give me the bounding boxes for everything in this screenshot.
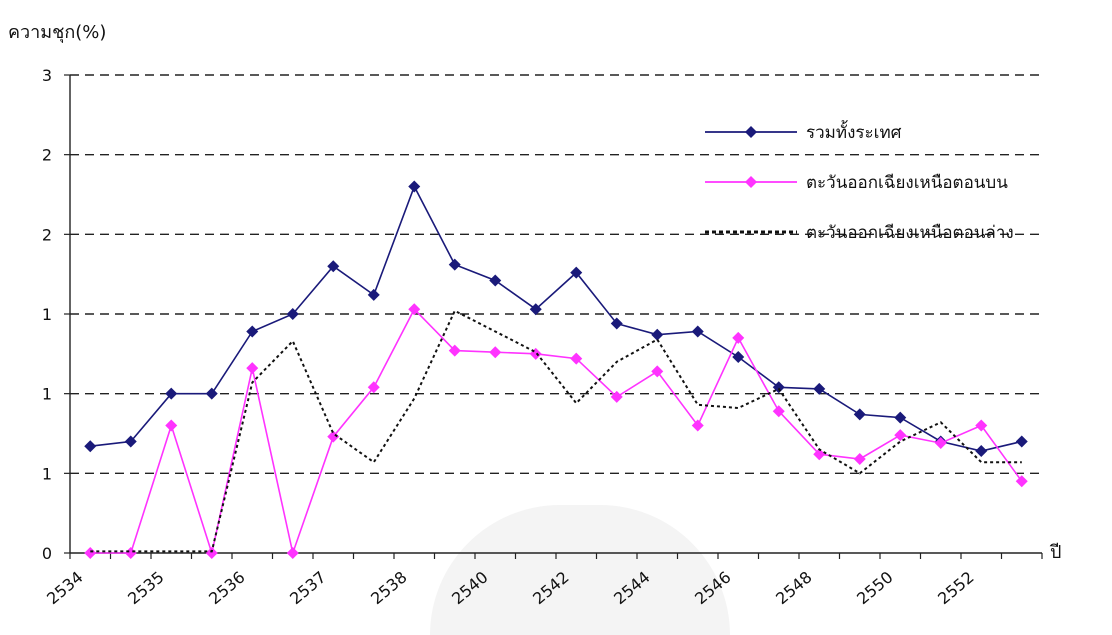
legend-label: ตะวันออกเฉียงเหนือตอนบน [806,173,1008,193]
y-tick-label: 2 [42,225,52,244]
data-point [975,419,988,432]
x-tick-label: 2546 [691,568,734,609]
grid-lines [64,74,1042,554]
data-point [975,445,988,458]
data-point [691,419,704,432]
data-point [205,547,218,559]
data-point [732,331,745,344]
series-line [90,184,1022,452]
legend-label: รวมทั้งระเทศ [806,120,902,143]
y-tick-label: 1 [42,305,52,324]
y-tick-label: 1 [42,385,52,404]
y-tick-label: 3 [42,66,52,85]
data-point [651,365,664,378]
data-point [489,346,502,359]
data-point [327,260,340,273]
y-tick-label: 0 [42,544,52,563]
series-group [84,180,1028,559]
x-tick-labels: 2534 2535 2536 2537 2538 2540 2542 2544 2546 2548… [43,568,977,609]
legend-marker [745,126,757,138]
y-tick-label: 2 [42,146,52,165]
data-point [853,452,866,465]
legend: รวมทั้งระเทศตะวันออกเฉียงเหนือตอนบนตะวัน… [705,120,1014,243]
data-point [570,352,583,365]
data-point [84,440,97,453]
data-point [894,411,907,424]
data-point [124,435,137,448]
x-tick-label: 2540 [448,568,491,609]
y-axis-label: ความชุก(%) [8,22,106,43]
data-point [570,266,583,279]
data-point [894,429,907,442]
data-point [448,258,461,271]
data-point [246,362,259,375]
data-point [367,381,380,394]
x-tick-label: 2548 [772,568,815,609]
x-tick-label: 2550 [853,568,896,609]
data-point [691,325,704,338]
x-axis-label: ปี [1050,542,1062,563]
x-tick-label: 2552 [934,568,977,609]
data-point [651,328,664,341]
data-point [772,405,785,418]
data-point [529,347,542,360]
data-point [732,351,745,364]
y-tick-labels: 0 1 1 1 2 2 3 [42,66,52,563]
data-point [448,344,461,357]
data-point [813,382,826,395]
data-point [165,387,178,400]
legend-label: ตะวันออกเฉียงเหนือตอนล่าง [806,223,1014,243]
data-point [408,303,421,316]
series-line [90,307,1023,557]
legend-marker [745,176,757,188]
axes [69,75,1043,559]
data-point [205,387,218,400]
data-point [124,547,137,559]
data-point [1015,435,1028,448]
data-point [610,390,623,403]
data-point [327,430,340,443]
x-tick-label: 2536 [205,568,248,609]
data-point [367,288,380,301]
x-tick-label: 2535 [124,568,167,609]
x-tick-label: 2534 [43,568,86,609]
data-point [1015,475,1028,488]
data-point [853,408,866,421]
data-point [286,547,299,559]
data-point [489,274,502,287]
data-point [286,308,299,320]
x-tick-label: 2542 [529,568,572,609]
y-tick-label: 1 [42,464,52,483]
data-point [610,317,623,330]
data-point [529,303,542,316]
data-point [813,448,826,461]
data-point [165,419,178,432]
series-line [90,309,1022,553]
x-tick-label: 2537 [286,568,329,609]
data-point [934,437,947,450]
data-point [408,180,421,193]
data-point [84,547,97,559]
x-tick-label: 2544 [610,568,653,609]
data-point [246,325,259,338]
x-tick-label: 2538 [367,568,410,609]
